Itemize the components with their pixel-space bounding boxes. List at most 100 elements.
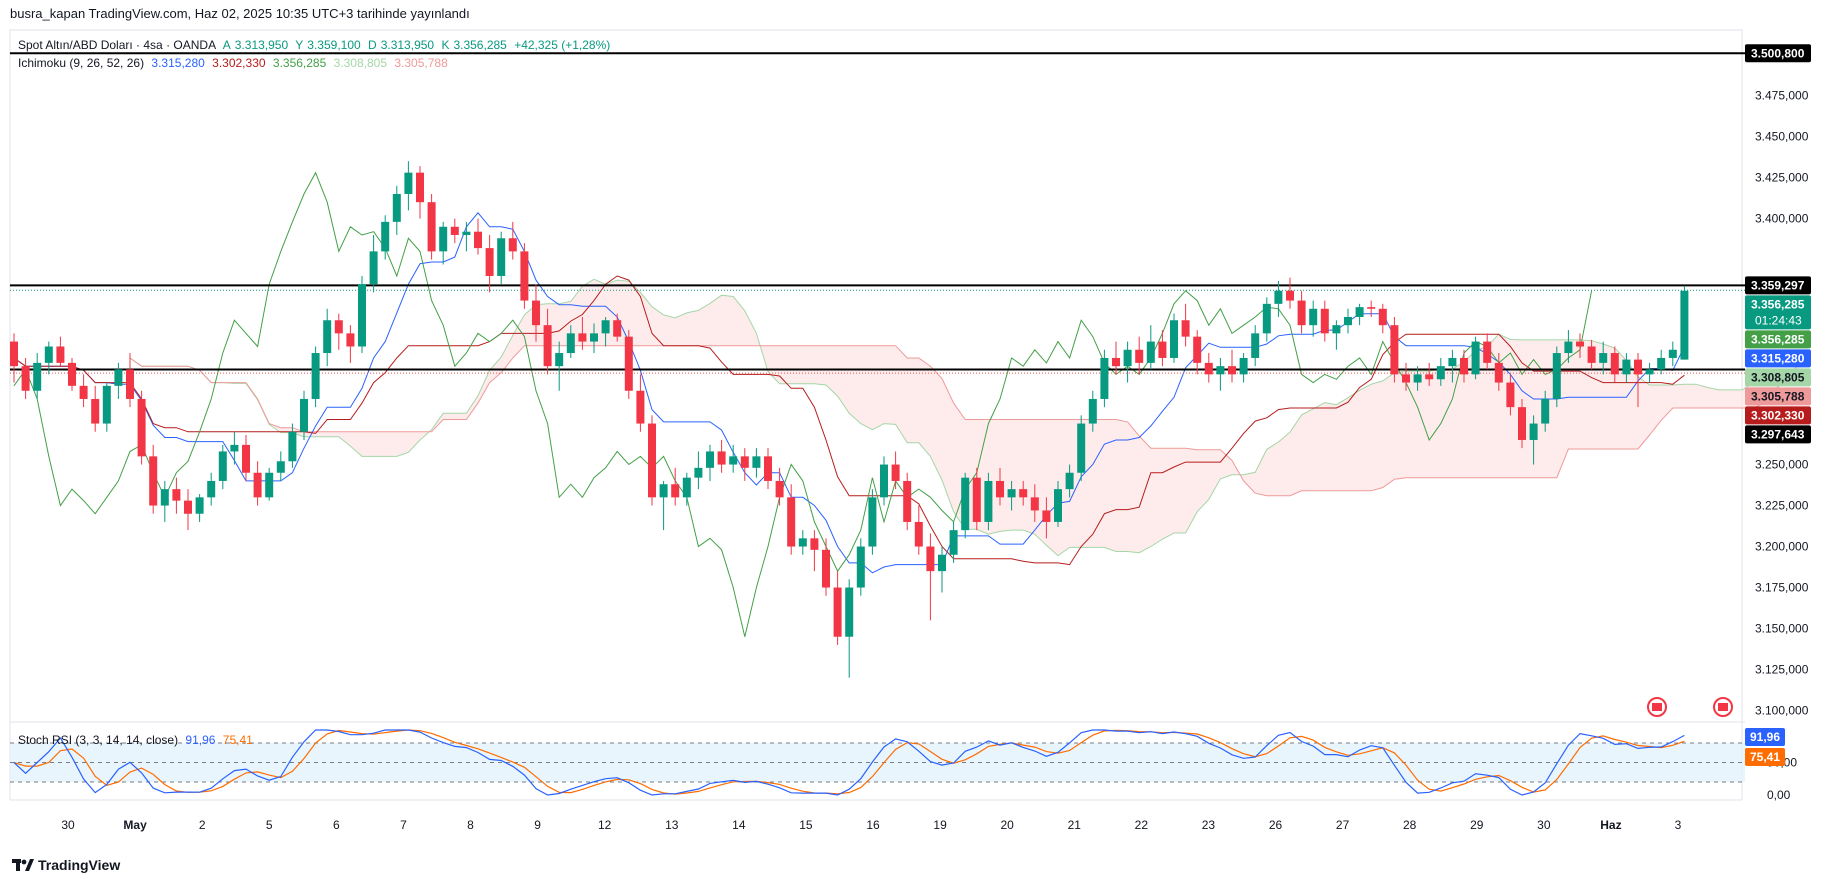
candle-body — [1355, 307, 1364, 317]
candle — [195, 494, 204, 522]
price-label: 3.315,280 — [1745, 349, 1811, 368]
candle — [1239, 353, 1248, 383]
tradingview-brand: TradingView — [38, 857, 121, 873]
candle-body — [798, 538, 807, 547]
price-label-text: 3.356,285 — [1751, 332, 1805, 346]
candle — [218, 444, 227, 490]
price-tick-label: 3.125,000 — [1755, 663, 1809, 677]
candle-body — [1123, 349, 1132, 367]
price-label: 3.305,788 — [1745, 387, 1811, 406]
candle — [1680, 285, 1689, 360]
candle-body — [520, 251, 529, 301]
candle — [764, 448, 772, 490]
price-label-text: 3.356,285 — [1751, 297, 1805, 311]
time-tick-label: 21 — [1068, 818, 1082, 832]
candle — [578, 316, 587, 350]
candle-body — [1680, 290, 1689, 360]
candle — [1645, 362, 1654, 383]
candle-body — [1019, 489, 1028, 498]
candle-body — [462, 231, 471, 235]
candle-body — [253, 472, 262, 498]
candle — [694, 451, 703, 490]
candle — [1077, 415, 1086, 481]
candle — [311, 346, 320, 408]
candle-body — [810, 538, 819, 550]
candle — [1494, 353, 1503, 391]
candle-body — [218, 451, 227, 481]
candle — [91, 385, 100, 432]
candle — [21, 357, 30, 399]
price-label: 3.297,643 — [1745, 425, 1811, 444]
candle — [520, 243, 529, 309]
candle — [1413, 366, 1422, 391]
candle-body — [1251, 333, 1260, 358]
candle — [1541, 390, 1550, 432]
candle — [323, 308, 332, 367]
price-axis: 3.475,000 3.450,000 3.425,000 3.400,000 3.35… — [1745, 44, 1811, 718]
candle — [1344, 308, 1352, 334]
time-tick-label: 5 — [266, 818, 273, 832]
candle — [717, 439, 726, 473]
time-tick-label: 29 — [1470, 818, 1484, 832]
candle — [822, 538, 830, 596]
candle — [1332, 320, 1341, 350]
candle — [880, 456, 888, 506]
price-tick-label: 3.225,000 — [1755, 499, 1809, 513]
candle — [555, 341, 564, 391]
price-label-bg — [1745, 276, 1811, 295]
candle-body — [1309, 308, 1318, 326]
candle — [276, 451, 285, 481]
candle-body — [1518, 407, 1526, 440]
stoch-d-value: 75,41 — [222, 733, 253, 747]
candle — [160, 480, 169, 522]
candle — [102, 382, 111, 432]
price-label-bg — [1745, 44, 1811, 63]
time-tick-label: May — [123, 818, 147, 832]
ohlc-close-value: 3.356,285 — [453, 38, 507, 52]
candle-body — [1529, 423, 1538, 440]
symbol-title[interactable]: Spot Altın/ABD Doları · 4sa · OANDA — [18, 38, 217, 52]
price-tick-label: 3.450,000 — [1755, 130, 1809, 144]
candle — [1170, 313, 1178, 363]
candle — [1448, 349, 1457, 383]
candle-body — [717, 451, 726, 465]
candle — [242, 435, 250, 481]
candle-body — [1170, 320, 1178, 358]
price-label: 3.359,297 — [1745, 276, 1811, 295]
candle — [648, 415, 656, 506]
candle-body — [1587, 346, 1596, 363]
candle-body — [578, 333, 587, 342]
candle — [798, 530, 807, 555]
candle-body — [311, 353, 320, 399]
candle-body — [764, 456, 772, 481]
candle — [752, 448, 761, 478]
candle — [996, 467, 1004, 506]
stoch-title[interactable]: Stoch RSI (3, 3, 14, 14, close) — [18, 733, 179, 747]
candle — [404, 161, 413, 211]
candle-body — [91, 398, 100, 424]
candle-body — [242, 444, 250, 473]
candle-body — [1494, 362, 1503, 383]
candle — [230, 431, 239, 465]
time-tick-label: 15 — [799, 818, 813, 832]
candle — [265, 467, 274, 501]
tradingview-footer[interactable]: TradingView — [12, 857, 120, 873]
ichimoku-title[interactable]: Ichimoku (9, 26, 52, 26) — [18, 56, 145, 70]
candle-body — [195, 497, 204, 514]
stoch-d-line — [13, 729, 1685, 795]
candle — [439, 221, 448, 265]
candle-body — [149, 456, 158, 506]
time-tick-label: Haz — [1600, 818, 1621, 832]
candle-body — [1657, 357, 1666, 370]
candle — [949, 521, 958, 563]
candle-body — [1645, 369, 1654, 375]
candle-body — [1460, 357, 1468, 375]
candle — [706, 444, 714, 481]
candle-body — [1228, 366, 1236, 375]
candle — [1378, 303, 1387, 334]
time-tick-label: 30 — [61, 818, 75, 832]
candle — [1564, 330, 1573, 363]
candle-body — [1471, 341, 1480, 375]
candle — [1146, 325, 1155, 370]
